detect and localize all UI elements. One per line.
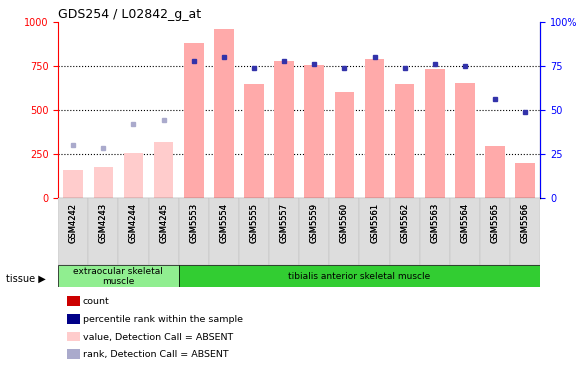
Bar (510, 198, 540, 265)
Text: GSM4242: GSM4242 (69, 203, 78, 243)
Text: GSM5559: GSM5559 (310, 203, 319, 243)
Bar (480, 198, 510, 265)
Bar (149, 198, 179, 265)
Text: tibialis anterior skeletal muscle: tibialis anterior skeletal muscle (288, 272, 431, 281)
Bar (244, 84, 264, 198)
Text: GSM5559: GSM5559 (310, 203, 319, 243)
Text: GSM5562: GSM5562 (400, 203, 409, 243)
Text: GSM5561: GSM5561 (370, 203, 379, 243)
Text: GSM5560: GSM5560 (340, 203, 349, 243)
Text: GSM4244: GSM4244 (129, 203, 138, 243)
Text: count: count (83, 298, 109, 306)
Text: GSM5566: GSM5566 (521, 203, 530, 243)
Text: percentile rank within the sample: percentile rank within the sample (83, 315, 242, 324)
Text: value, Detection Call = ABSENT: value, Detection Call = ABSENT (83, 333, 233, 341)
Bar (124, 153, 144, 198)
Text: GSM5564: GSM5564 (461, 203, 469, 243)
Text: GSM5553: GSM5553 (189, 203, 198, 243)
Bar (154, 142, 173, 198)
Text: GSM5563: GSM5563 (431, 203, 439, 243)
Text: GSM4242: GSM4242 (69, 203, 78, 243)
Bar (455, 83, 475, 198)
Text: GSM4245: GSM4245 (159, 203, 168, 243)
Bar (178, 265, 540, 287)
Text: GSM5560: GSM5560 (340, 203, 349, 243)
Bar (214, 29, 234, 198)
Text: GSM5554: GSM5554 (220, 203, 228, 243)
Bar (329, 198, 360, 265)
Bar (239, 198, 269, 265)
Bar (178, 198, 209, 265)
Bar (119, 198, 149, 265)
Text: GSM4243: GSM4243 (99, 203, 108, 243)
Bar (360, 198, 390, 265)
Text: GSM5562: GSM5562 (400, 203, 409, 243)
Bar (269, 198, 299, 265)
Bar (515, 163, 535, 198)
Bar (390, 198, 419, 265)
Text: GSM5557: GSM5557 (279, 203, 289, 243)
Text: GSM5555: GSM5555 (249, 203, 259, 243)
Bar (58, 265, 178, 287)
Bar (88, 198, 119, 265)
Text: GSM5555: GSM5555 (249, 203, 259, 243)
Bar (335, 92, 354, 198)
Text: GSM5566: GSM5566 (521, 203, 530, 243)
Bar (395, 84, 414, 198)
Text: GSM4243: GSM4243 (99, 203, 108, 243)
Text: GSM5561: GSM5561 (370, 203, 379, 243)
Bar (209, 198, 239, 265)
Text: tissue ▶: tissue ▶ (6, 274, 45, 284)
Bar (63, 169, 83, 198)
Bar (450, 198, 480, 265)
Text: GSM5553: GSM5553 (189, 203, 198, 243)
Text: GSM5565: GSM5565 (490, 203, 500, 243)
Bar (365, 59, 385, 198)
Bar (58, 198, 88, 265)
Text: GSM5557: GSM5557 (279, 203, 289, 243)
Text: GSM5565: GSM5565 (490, 203, 500, 243)
Text: GSM5563: GSM5563 (431, 203, 439, 243)
Text: GSM5554: GSM5554 (220, 203, 228, 243)
Bar (184, 43, 203, 198)
Text: GDS254 / L02842_g_at: GDS254 / L02842_g_at (58, 8, 201, 21)
Bar (304, 65, 324, 198)
Bar (94, 167, 113, 198)
Bar (425, 70, 444, 198)
Bar (299, 198, 329, 265)
Text: rank, Detection Call = ABSENT: rank, Detection Call = ABSENT (83, 350, 228, 359)
Text: extraocular skeletal
muscle: extraocular skeletal muscle (73, 266, 163, 286)
Bar (419, 198, 450, 265)
Text: GSM4244: GSM4244 (129, 203, 138, 243)
Text: GSM4245: GSM4245 (159, 203, 168, 243)
Text: GSM5564: GSM5564 (461, 203, 469, 243)
Bar (485, 146, 505, 198)
Bar (274, 61, 294, 198)
